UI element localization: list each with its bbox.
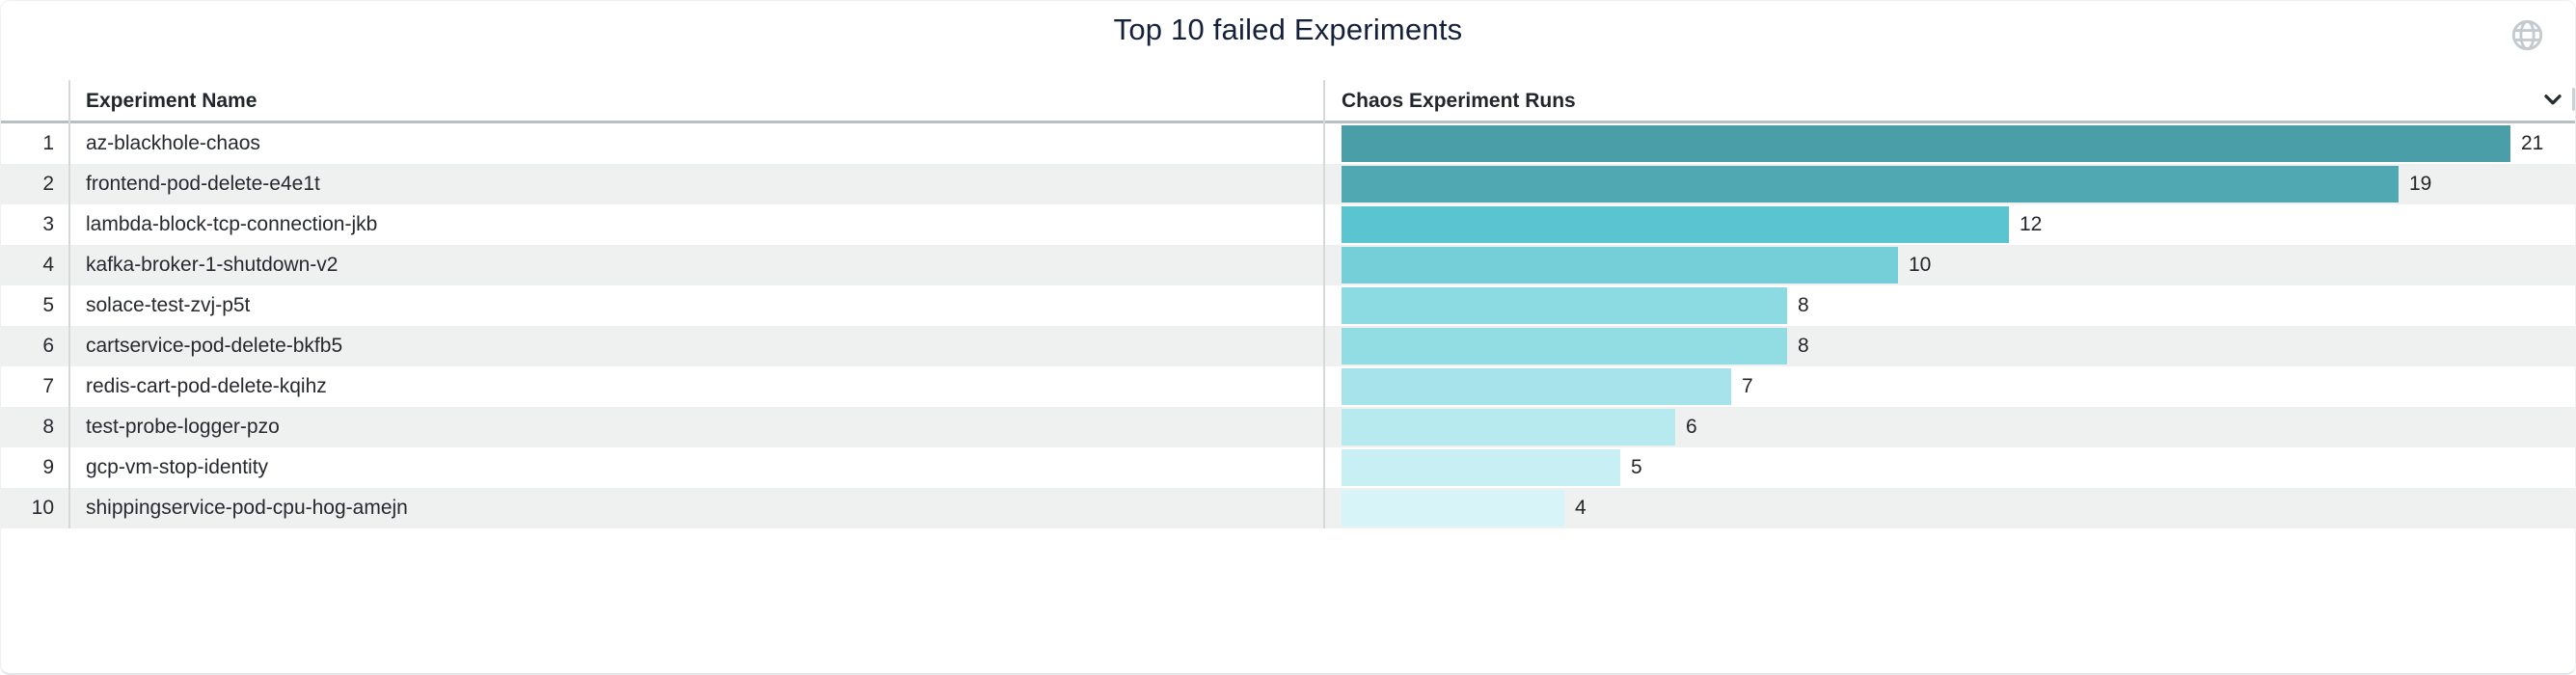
runs-bar-cell: 8 [1342, 326, 1809, 366]
row-rank: 7 [42, 375, 54, 397]
runs-bar[interactable] [1342, 368, 1731, 405]
table-row[interactable]: 8 test-probe-logger-pzo 6 [1, 407, 2575, 447]
runs-bar[interactable] [1342, 490, 1564, 526]
row-experiment-name[interactable]: redis-cart-pod-delete-kqihz [86, 375, 327, 397]
row-experiment-name[interactable]: lambda-block-tcp-connection-jkb [86, 213, 378, 235]
header-divider [1, 121, 2575, 123]
runs-value-label: 10 [1909, 254, 1932, 276]
row-experiment-name[interactable]: kafka-broker-1-shutdown-v2 [86, 254, 339, 276]
runs-value-label: 4 [1575, 497, 1586, 519]
table-row[interactable]: 1 az-blackhole-chaos 21 [1, 123, 2575, 164]
runs-bar[interactable] [1342, 125, 2510, 162]
row-experiment-name[interactable]: gcp-vm-stop-identity [86, 456, 269, 478]
table-row[interactable]: 5 solace-test-zvj-p5t 8 [1, 285, 2575, 326]
row-rank: 10 [31, 497, 54, 519]
scrollbar-thumb[interactable] [2572, 88, 2575, 111]
table-row[interactable]: 4 kafka-broker-1-shutdown-v2 10 [1, 245, 2575, 285]
runs-bar-cell: 7 [1342, 366, 1753, 407]
runs-bar-cell: 4 [1342, 488, 1586, 528]
runs-bar-cell: 10 [1342, 245, 1931, 285]
row-rank: 8 [42, 416, 54, 438]
table-row[interactable]: 6 cartservice-pod-delete-bkfb5 8 [1, 326, 2575, 366]
table-row[interactable]: 2 frontend-pod-delete-e4e1t 19 [1, 164, 2575, 204]
row-experiment-name[interactable]: shippingservice-pod-cpu-hog-amejn [86, 497, 408, 519]
table-row[interactable]: 10 shippingservice-pod-cpu-hog-amejn 4 [1, 488, 2575, 528]
column-separator-rank [68, 80, 70, 528]
runs-bar[interactable] [1342, 409, 1675, 446]
column-header-experiment-name[interactable]: Experiment Name [86, 90, 258, 112]
column-separator-runs [1323, 80, 1325, 528]
table-row[interactable]: 9 gcp-vm-stop-identity 5 [1, 447, 2575, 488]
row-experiment-name[interactable]: solace-test-zvj-p5t [86, 294, 251, 316]
runs-bar-cell: 6 [1342, 407, 1697, 447]
row-rank: 1 [42, 132, 54, 154]
runs-bar[interactable] [1342, 328, 1787, 364]
row-rank: 4 [42, 254, 54, 276]
column-header-chaos-experiment-runs[interactable]: Chaos Experiment Runs [1342, 90, 1576, 112]
table-row[interactable]: 3 lambda-block-tcp-connection-jkb 12 [1, 204, 2575, 245]
runs-bar[interactable] [1342, 206, 2009, 243]
runs-bar-cell: 21 [1342, 123, 2543, 164]
runs-bar-cell: 5 [1342, 447, 1642, 488]
runs-value-label: 7 [1742, 375, 1753, 397]
runs-value-label: 8 [1798, 294, 1809, 316]
runs-value-label: 6 [1686, 416, 1697, 438]
row-experiment-name[interactable]: test-probe-logger-pzo [86, 416, 280, 438]
globe-icon[interactable] [2509, 17, 2545, 53]
row-rank: 3 [42, 213, 54, 235]
runs-bar[interactable] [1342, 247, 1898, 284]
runs-value-label: 19 [2409, 173, 2432, 195]
runs-bar[interactable] [1342, 166, 2399, 202]
row-rank: 2 [42, 173, 54, 195]
row-rank: 6 [42, 335, 54, 357]
table-row[interactable]: 7 redis-cart-pod-delete-kqihz 7 [1, 366, 2575, 407]
row-experiment-name[interactable]: frontend-pod-delete-e4e1t [86, 173, 320, 195]
runs-bar[interactable] [1342, 449, 1620, 486]
row-rank: 5 [42, 294, 54, 316]
runs-bar-cell: 12 [1342, 204, 2042, 245]
chevron-down-icon[interactable] [2540, 87, 2565, 112]
table-body: 1 az-blackhole-chaos 21 2 frontend-pod-d… [1, 123, 2575, 528]
row-experiment-name[interactable]: az-blackhole-chaos [86, 132, 260, 154]
table-header-row: Experiment Name Chaos Experiment Runs [1, 80, 2575, 122]
runs-value-label: 21 [2521, 132, 2544, 154]
row-experiment-name[interactable]: cartservice-pod-delete-bkfb5 [86, 335, 343, 357]
runs-bar-cell: 8 [1342, 285, 1809, 326]
runs-value-label: 12 [2020, 213, 2043, 235]
row-rank: 9 [42, 456, 54, 478]
runs-value-label: 8 [1798, 335, 1809, 357]
runs-value-label: 5 [1631, 456, 1642, 478]
runs-bar-cell: 19 [1342, 164, 2431, 204]
page-title: Top 10 failed Experiments [1113, 13, 1463, 46]
runs-bar[interactable] [1342, 287, 1787, 324]
